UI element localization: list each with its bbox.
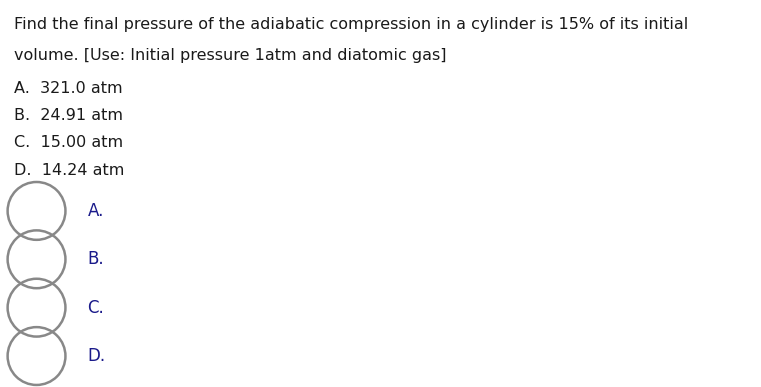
Text: D.  14.24 atm: D. 14.24 atm	[14, 163, 124, 178]
Text: Find the final pressure of the adiabatic compression in a cylinder is 15% of its: Find the final pressure of the adiabatic…	[14, 17, 688, 33]
Text: C.  15.00 atm: C. 15.00 atm	[14, 135, 123, 151]
Text: B.: B.	[88, 250, 104, 268]
Text: A.: A.	[88, 202, 104, 220]
Text: D.: D.	[88, 347, 106, 365]
Text: A.  321.0 atm: A. 321.0 atm	[14, 81, 123, 96]
Text: B.  24.91 atm: B. 24.91 atm	[14, 108, 123, 123]
Text: C.: C.	[88, 299, 104, 317]
Text: volume. [Use: Initial pressure 1atm and diatomic gas]: volume. [Use: Initial pressure 1atm and …	[14, 48, 446, 63]
